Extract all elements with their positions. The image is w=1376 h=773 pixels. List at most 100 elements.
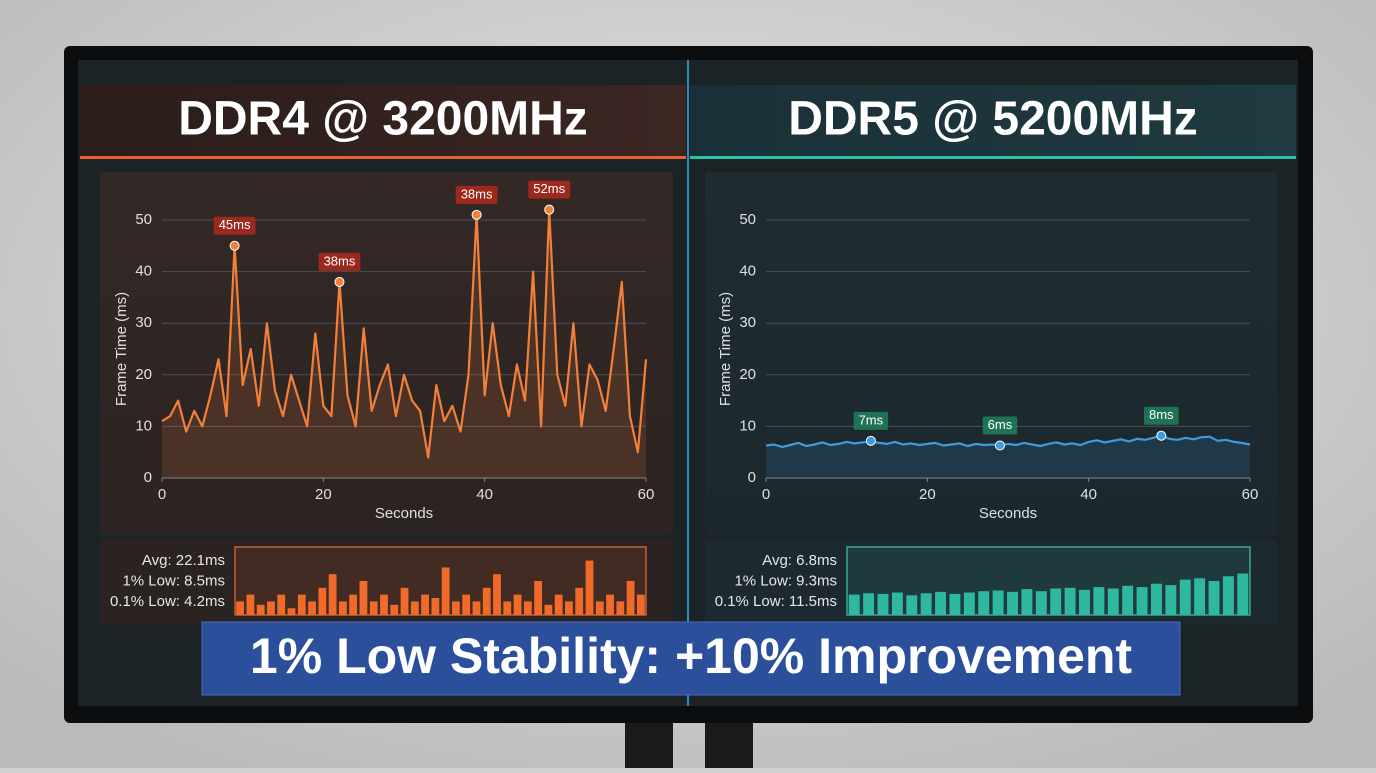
bar [380,594,388,615]
bar [1179,579,1191,615]
bar [493,574,501,615]
bar [328,574,337,615]
bar-box [234,546,647,616]
bar [1021,589,1033,615]
y-axis-label: Frame Time (ms) [113,292,130,406]
y-tick-label: 40 [135,263,152,280]
bar [949,593,961,615]
bar [523,601,532,615]
stat-label: 1% Low: 9.3ms [734,572,837,589]
bar [978,591,990,615]
stat-label: 0.1% Low: 4.2ms [110,593,225,610]
bar [338,601,347,615]
y-tick-label: 10 [739,417,756,434]
bar [1122,585,1134,615]
peak-marker [994,440,1005,451]
bar [920,593,932,615]
area [766,435,1250,478]
bar [626,581,635,615]
bar [935,591,947,615]
bar [1093,587,1105,615]
banner-text: 1% Low Stability: +10% Improvement [250,628,1133,684]
bar [1007,591,1018,615]
bar [513,594,522,615]
x-tick-label: 60 [1242,486,1259,503]
panel-title: DDR5 @ 5200MHz [788,93,1198,146]
chart-card [100,172,673,535]
bar [554,594,563,615]
x-tick-label: 0 [158,486,166,503]
bar [891,592,903,615]
header-bg [80,85,686,157]
y-tick-label: 30 [135,314,152,331]
y-tick-label: 40 [739,263,756,280]
bar [1222,576,1234,615]
peak-marker [1156,430,1167,441]
bar [421,594,429,615]
bar [585,560,594,615]
bar [441,567,450,615]
banner-bg [201,621,1181,696]
bar [472,601,481,615]
bar [636,594,645,615]
annotation: 8ms [1149,407,1174,422]
bar [277,594,286,615]
bar [606,594,614,615]
annotation-bg [1143,406,1179,425]
y-tick-label: 50 [739,211,756,228]
stat-label: 0.1% Low: 11.5ms [715,593,837,610]
peak-marker [471,209,482,220]
x-axis-label: Seconds [375,505,433,522]
bar [462,594,471,615]
bar [1165,585,1177,615]
peak-marker [229,240,240,251]
bar [1136,587,1148,615]
stat-label: 1% Low: 8.5ms [122,572,225,589]
bar [544,604,553,615]
annotation-bg [853,411,889,430]
bar [575,587,584,615]
bar [267,601,275,615]
stat-label: Avg: 22.1ms [142,552,225,569]
bar [1237,573,1249,615]
bar [308,601,316,615]
panel-title: DDR4 @ 3200MHz [178,93,588,146]
peak-marker [865,435,876,446]
bar [616,601,625,615]
bar [400,587,409,615]
bar [369,601,378,615]
bar [1064,587,1076,615]
bar [256,604,265,615]
y-tick-label: 0 [144,469,152,486]
bar [992,590,1004,615]
bar [359,581,368,615]
bar [863,593,875,615]
bar [1050,588,1062,615]
y-tick-label: 30 [739,314,756,331]
bar [452,601,460,615]
bar [431,598,440,615]
annotation-bg [213,216,256,235]
bar [1035,591,1047,615]
annotation-bg [528,180,571,199]
annotation-bg [455,185,498,204]
bar [848,594,860,615]
bar [963,592,975,615]
bar [1150,583,1162,615]
bar [877,593,889,615]
annotation: 6ms [988,417,1013,432]
bar [482,587,491,615]
bar [595,601,604,615]
line [765,434,1251,449]
charts: DDR4 @ 3200MHz 0 10 20 30 40 50 0 20 40 60 Seconds F… [110,93,1259,616]
bar [246,594,255,615]
bar [565,601,573,615]
bar [1079,589,1090,615]
y-tick-label: 50 [135,211,152,228]
stand-leg [705,715,753,768]
annotation-bg [318,252,361,271]
stat-label: Avg: 6.8ms [762,552,837,569]
bar [1194,578,1206,615]
